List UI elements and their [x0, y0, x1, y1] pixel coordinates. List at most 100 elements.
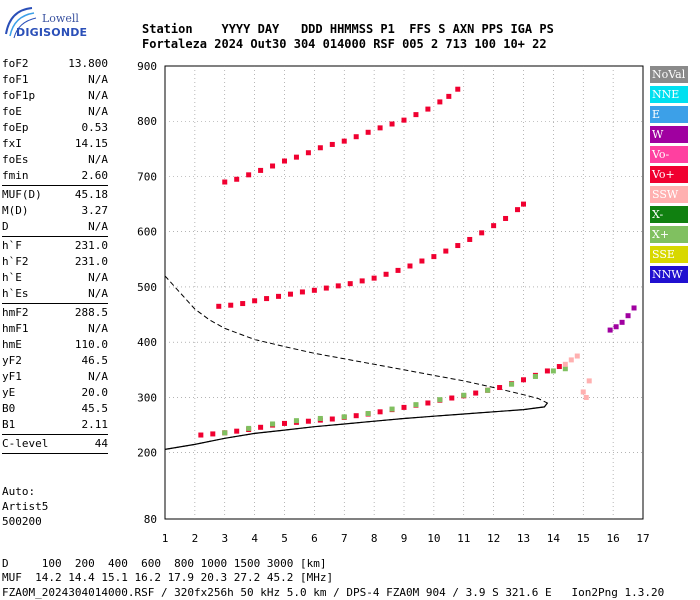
echo-point [264, 296, 270, 302]
echo-point [497, 385, 503, 391]
param-value: N/A [88, 220, 108, 233]
legend-item-sse: SSE [650, 246, 688, 263]
x-tick-label: 12 [487, 532, 500, 545]
echo-point [413, 402, 419, 408]
echo-point [425, 400, 431, 406]
footer-distance-row: D 100 200 400 600 800 1000 1500 3000 [km… [2, 557, 327, 570]
echo-point [365, 410, 371, 416]
param-row: yF2 46.5 [2, 353, 108, 369]
param-value: 46.5 [81, 354, 109, 367]
x-tick-label: 7 [341, 532, 348, 545]
param-value: 45.18 [74, 188, 108, 201]
echo-point [282, 420, 287, 426]
echo-point [246, 425, 252, 431]
param-name: h`E [2, 271, 22, 284]
x-tick-label: 16 [607, 532, 620, 545]
scaled-parameters-panel: foF2 13.800 foF1 N/A foF1p N/A foE N/A foEp 0.53 f… [2, 56, 108, 455]
logo-lowell-text: Lowell [42, 12, 79, 25]
param-row: M(D) 3.27 [2, 203, 108, 219]
param-row: C-level 44 [2, 436, 108, 452]
param-name: foEp [2, 121, 29, 134]
echo-point [293, 154, 299, 160]
param-row: MUF(D) 45.18 [2, 187, 108, 203]
echo-point [449, 395, 455, 401]
param-row: foF1p N/A [2, 88, 108, 104]
echo-point [521, 201, 526, 207]
echo-point [455, 86, 461, 92]
echo-point [521, 377, 526, 383]
param-value: 3.27 [81, 204, 109, 217]
echo-point [437, 99, 443, 105]
x-tick-label: 5 [281, 532, 288, 545]
echo-point [625, 313, 631, 319]
param-row: foE N/A [2, 104, 108, 120]
param-name: B0 [2, 402, 16, 415]
param-divider [2, 185, 108, 186]
param-name: fxI [2, 137, 22, 150]
y-tick-label: 400 [137, 336, 157, 349]
auto-software: Artist5 [2, 500, 49, 513]
param-value: 231.0 [74, 239, 108, 252]
x-tick-label: 6 [311, 532, 318, 545]
echo-point [353, 413, 359, 419]
param-value: 2.11 [81, 418, 109, 431]
param-name: B1 [2, 418, 16, 431]
param-value: 20.0 [81, 386, 109, 399]
echo-point [631, 305, 637, 311]
echo-point [431, 254, 437, 260]
param-row: yF1 N/A [2, 369, 108, 385]
param-value: 288.5 [74, 306, 108, 319]
param-name: hmF1 [2, 322, 29, 335]
echo-point [479, 230, 485, 236]
param-divider [2, 453, 108, 454]
legend-item-nne: NNE [650, 86, 688, 103]
echo-point [383, 271, 389, 277]
echo-point [335, 283, 341, 289]
param-name: h`F [2, 239, 22, 252]
legend-item-noval: NoVal [650, 66, 688, 83]
digisonde-swoosh-icon [5, 7, 37, 39]
echo-point [485, 387, 491, 393]
echo-point [234, 176, 240, 182]
param-name: fmin [2, 169, 29, 182]
param-name: yE [2, 386, 16, 399]
echo-point [234, 428, 240, 434]
echo-point [467, 236, 473, 242]
echo-point [317, 145, 323, 151]
param-value: 0.53 [81, 121, 109, 134]
echo-point [556, 364, 562, 370]
echo-point [491, 223, 497, 229]
legend-item-vo-: Vo+ [650, 166, 688, 183]
echo-point [293, 418, 299, 424]
x-tick-label: 14 [547, 532, 561, 545]
param-row: D N/A [2, 219, 108, 235]
param-value: N/A [88, 89, 108, 102]
y-tick-label: 800 [137, 115, 157, 128]
echo-point [395, 267, 401, 273]
echo-point [607, 327, 613, 333]
echo-point [532, 373, 538, 379]
echo-point [341, 138, 347, 144]
param-name: D [2, 220, 9, 233]
echo-point [619, 319, 625, 325]
echo-point [329, 416, 335, 422]
param-value: N/A [88, 322, 108, 335]
x-tick-label: 13 [517, 532, 530, 545]
echo-point [419, 258, 425, 264]
auto-version: 500200 [2, 515, 42, 528]
param-name: h`Es [2, 287, 29, 300]
echo-point [586, 378, 592, 384]
param-row: yE 20.0 [2, 385, 108, 401]
y-tick-label: 300 [137, 391, 157, 404]
echo-point [613, 324, 619, 330]
echo-point [270, 163, 276, 169]
param-value: N/A [88, 271, 108, 284]
echo-point [503, 215, 509, 221]
param-divider [2, 303, 108, 304]
echo-point [347, 281, 353, 287]
param-name: hmF2 [2, 306, 29, 319]
header-labels: Station YYYY DAY DDD HHMMSS P1 FFS S AXN… [142, 22, 554, 36]
param-name: foF1p [2, 89, 36, 102]
x-tick-label: 10 [427, 532, 440, 545]
echo-point [401, 117, 407, 123]
